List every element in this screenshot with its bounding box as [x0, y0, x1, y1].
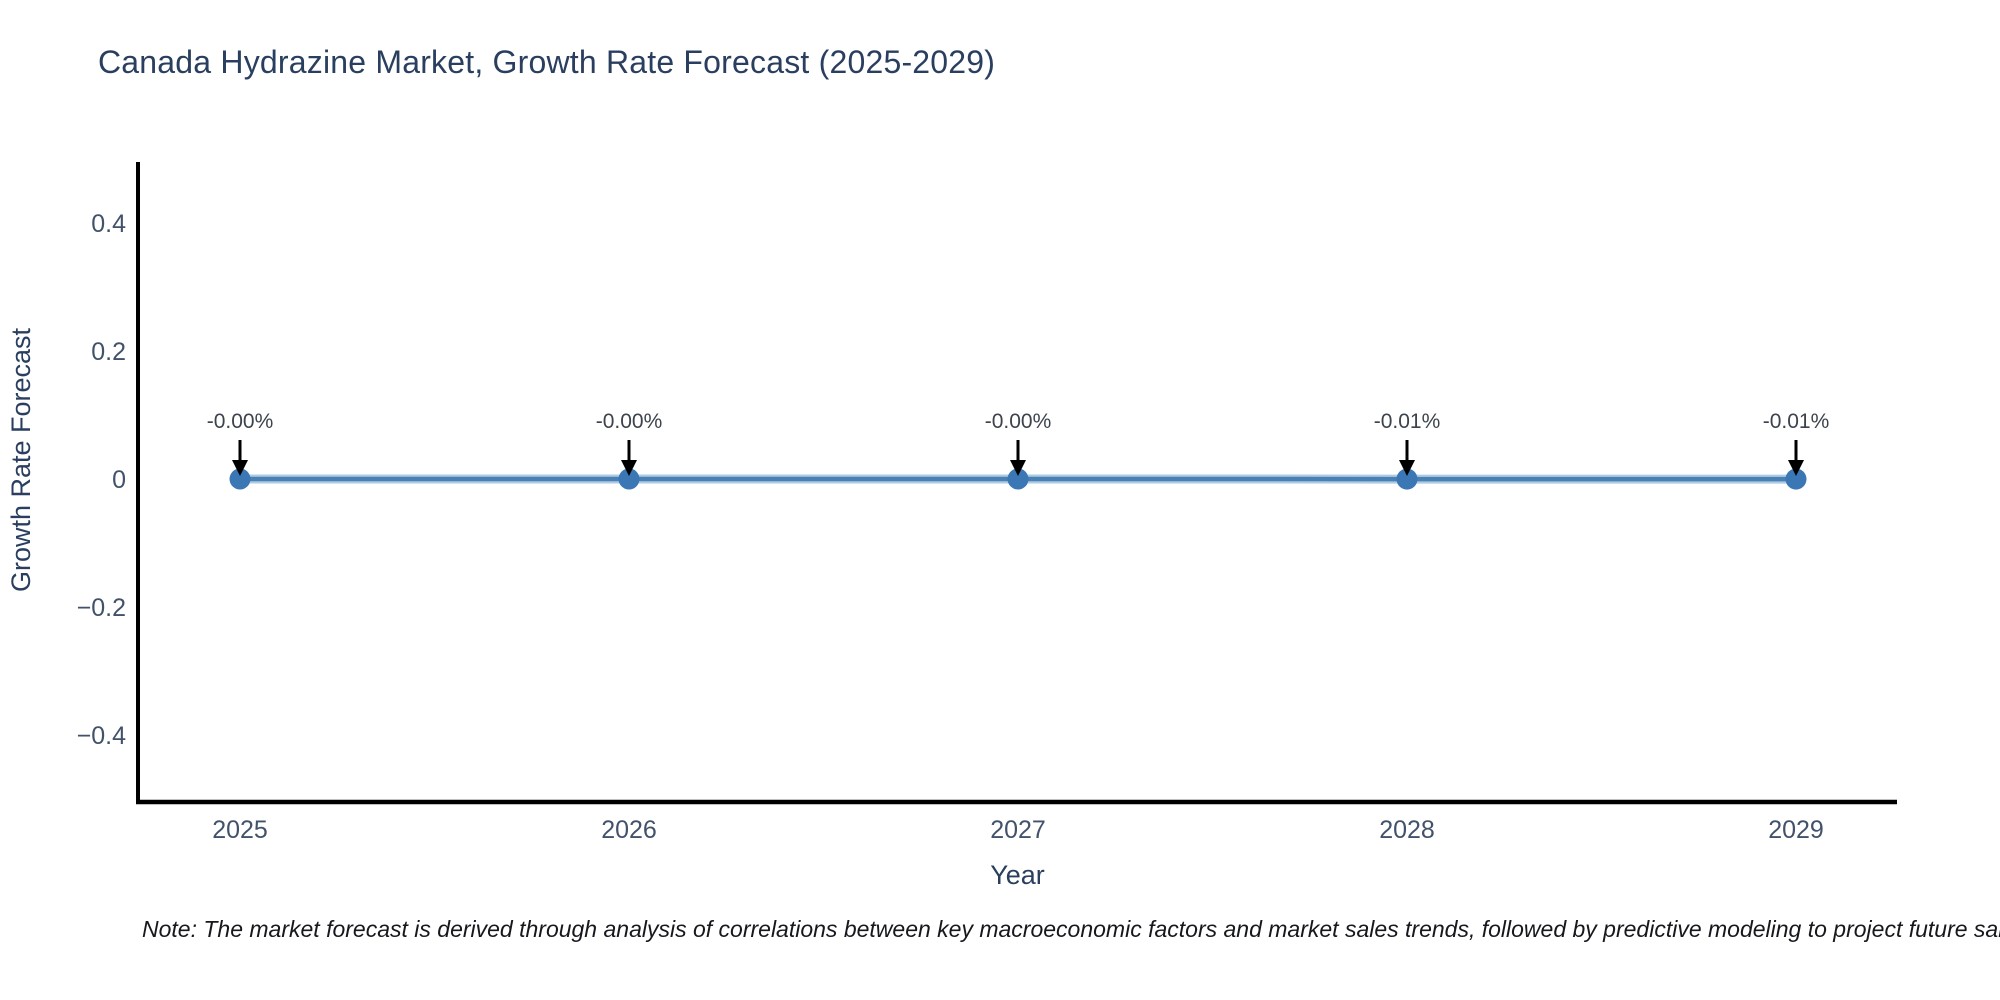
data-point-marker: [1007, 468, 1029, 490]
point-value-label: -0.01%: [1374, 410, 1441, 433]
y-tick-label: 0.2: [91, 338, 126, 366]
y-tick-label: 0: [112, 466, 126, 494]
data-point-marker: [1396, 468, 1418, 490]
y-axis-title: Growth Rate Forecast: [6, 327, 36, 592]
y-tick-label: −0.2: [77, 594, 126, 622]
x-tick-label: 2029: [1768, 816, 1824, 844]
x-tick-label: 2025: [212, 816, 268, 844]
data-point-marker: [618, 468, 640, 490]
chart-footnote: Note: The market forecast is derived thr…: [142, 916, 2000, 942]
data-point-marker: [1785, 468, 1807, 490]
point-value-label: -0.00%: [207, 410, 274, 433]
y-tick-label: 0.4: [91, 210, 126, 238]
x-tick-label: 2027: [990, 816, 1046, 844]
annotation-arrowhead: [232, 460, 248, 476]
annotation-arrowhead: [1399, 460, 1415, 476]
x-axis-title: Year: [990, 860, 1045, 890]
annotation-arrowhead: [1010, 460, 1026, 476]
data-point-marker: [229, 468, 251, 490]
y-tick-label: −0.4: [77, 722, 126, 750]
annotation-arrowhead: [621, 460, 637, 476]
x-tick-label: 2026: [601, 816, 657, 844]
x-tick-label: 2028: [1379, 816, 1435, 844]
point-value-label: -0.00%: [596, 410, 663, 433]
annotation-arrowhead: [1788, 460, 1804, 476]
chart-title: Canada Hydrazine Market, Growth Rate For…: [98, 44, 996, 80]
point-value-label: -0.00%: [985, 410, 1052, 433]
point-value-label: -0.01%: [1763, 410, 1830, 433]
